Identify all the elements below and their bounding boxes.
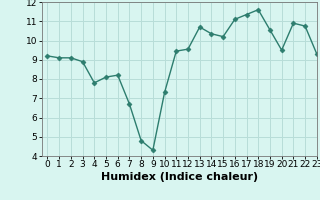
X-axis label: Humidex (Indice chaleur): Humidex (Indice chaleur) [100,172,258,182]
